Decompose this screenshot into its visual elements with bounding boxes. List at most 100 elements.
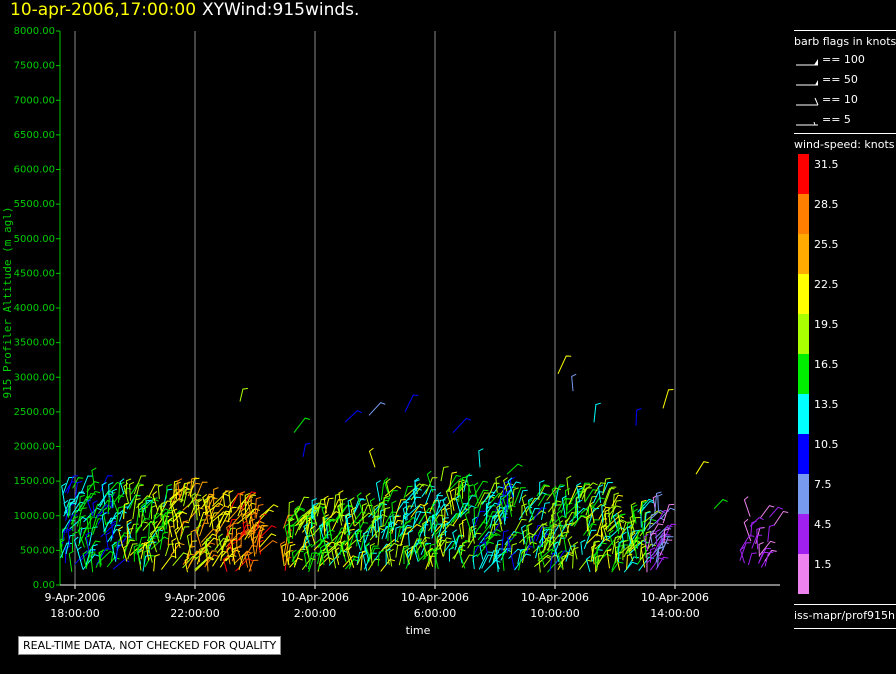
wind-barb: [78, 527, 87, 544]
wind-barb: [59, 539, 65, 555]
legend-divider: [794, 30, 896, 31]
wind-barb: [165, 509, 173, 530]
wind-barb: [388, 548, 394, 567]
wind-barb: [147, 542, 153, 563]
wind-barb: [215, 526, 221, 548]
wind-barb: [195, 481, 208, 500]
wind-barb: [531, 533, 537, 549]
wind-barb: [109, 493, 115, 509]
speed-swatch: [798, 194, 809, 234]
wind-barb: [550, 512, 556, 528]
wind-barb: [334, 527, 347, 543]
wind-barb: [483, 534, 489, 554]
wind-barb: [294, 505, 300, 522]
wind-barb: [125, 478, 132, 495]
wind-barb: [522, 529, 529, 545]
wind-barb: [205, 537, 212, 557]
wind-barb: [167, 517, 173, 538]
wind-barb: [122, 544, 128, 562]
wind-barb: [591, 544, 597, 565]
wind-barb: [521, 503, 527, 518]
wind-barb: [449, 488, 455, 511]
wind-barb: [527, 499, 535, 520]
wind-barb: [424, 543, 430, 560]
wind-barb: [217, 490, 231, 507]
wind-barb: [566, 475, 572, 495]
wind-barb: [417, 529, 423, 548]
wind-barb: [115, 506, 124, 527]
wind-barb: [323, 495, 329, 513]
wind-barb: [422, 520, 428, 542]
wind-barb: [626, 524, 632, 544]
wind-barb: [347, 546, 355, 568]
wind-barb: [303, 523, 310, 545]
speed-swatch: [798, 434, 809, 474]
wind-barb: [319, 522, 326, 546]
wind-barb: [614, 540, 620, 556]
wind-barb: [381, 525, 392, 540]
wind-barb: [448, 471, 458, 492]
wind-barb: [224, 527, 236, 547]
wind-barb: [582, 523, 597, 536]
wind-barb: [552, 524, 559, 547]
y-tick-label: 6500.00: [14, 130, 55, 141]
wind-barb: [538, 544, 545, 566]
wind-barb: [514, 518, 527, 532]
wind-barb: [280, 541, 286, 562]
wind-barb: [598, 506, 611, 520]
wind-barb: [61, 482, 67, 504]
wind-barb: [477, 500, 487, 518]
wind-barb: [649, 529, 655, 546]
wind-barb: [512, 487, 519, 507]
speed-scale-label: 22.5: [814, 278, 839, 291]
wind-barb: [535, 526, 548, 542]
wind-barb: [204, 538, 211, 558]
wind-barb: [608, 529, 614, 546]
wind-barb: [394, 499, 406, 519]
speed-scale-label: 10.5: [814, 438, 839, 451]
wind-barb: [586, 519, 600, 537]
wind-barb: [508, 495, 514, 512]
wind-barb: [455, 494, 462, 517]
wind-barb: [610, 500, 622, 520]
wind-barb: [619, 521, 631, 540]
wind-barb: [420, 542, 432, 555]
wind-barb: [502, 494, 509, 513]
wind-barb: [636, 529, 643, 549]
wind-barb: [63, 500, 69, 517]
wind-barb: [152, 491, 159, 512]
wind-barb: [333, 541, 340, 559]
wind-barb: [586, 533, 602, 544]
wind-barb: [598, 484, 604, 503]
wind-barb: [633, 537, 639, 560]
wind-barb: [155, 508, 171, 520]
wind-barb: [103, 517, 117, 533]
wind-barb: [461, 518, 468, 538]
y-tick-label: 1500.00: [14, 476, 55, 487]
wind-barb: [459, 505, 477, 518]
wind-barb: [254, 524, 267, 544]
x-tick-label: 10-Apr-2006: [521, 591, 589, 604]
wind-barb: [480, 531, 494, 544]
wind-barb: [626, 556, 639, 570]
legend-source-label: iss-mapr/prof915h: [794, 609, 895, 622]
wind-barb: [547, 500, 562, 513]
wind-barb: [405, 483, 425, 497]
wind-barb: [176, 511, 182, 529]
speed-scale-row: 16.5: [794, 354, 896, 394]
wind-barb: [228, 489, 234, 513]
wind-barb: [473, 506, 479, 525]
wind-barb: [127, 543, 138, 560]
wind-barb: [117, 536, 132, 549]
wind-barb: [618, 513, 625, 535]
wind-barb: [403, 505, 424, 520]
wind-barb: [240, 524, 252, 537]
wind-barb: [186, 532, 192, 556]
wind-barb: [148, 484, 160, 498]
wind-barb: [643, 511, 652, 532]
wind-barb: [393, 514, 399, 531]
wind-barb: [529, 492, 548, 508]
x-tick-label: 9-Apr-2006: [44, 591, 105, 604]
wind-barb: [187, 493, 202, 508]
wind-barb: [602, 522, 608, 541]
